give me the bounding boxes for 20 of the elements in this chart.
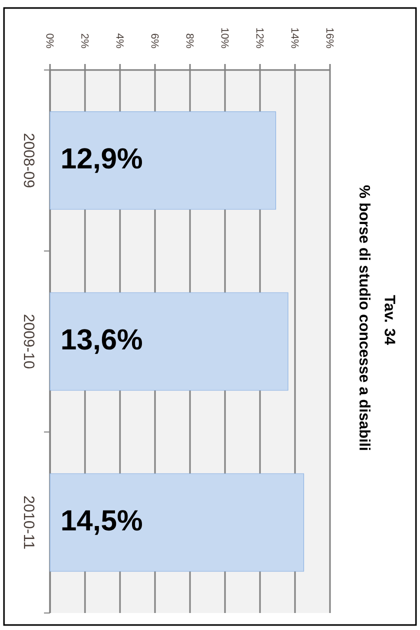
x-tick-label: 8%: [186, 34, 194, 48]
bar: [50, 111, 276, 210]
x-tick-label: 6%: [151, 34, 159, 48]
x-tick-label: 0%: [46, 34, 54, 48]
bar: [50, 473, 304, 572]
data-label: 12,9%: [62, 148, 142, 173]
x-tick-label: 10%: [221, 28, 229, 48]
x-tick-label: 4%: [116, 34, 124, 48]
x-tick-label: 12%: [256, 28, 264, 48]
bar: [50, 292, 288, 391]
text: % borse di studio concesse a disabili: [359, 185, 370, 450]
x-tick-label: 16%: [326, 28, 334, 48]
x-tick-label: 2%: [81, 34, 89, 48]
x-tick-label: 14%: [291, 28, 299, 48]
data-label: 13,6%: [62, 329, 142, 354]
y-tick-label: 2010-11: [24, 496, 34, 549]
y-tick-label: 2009-10: [24, 314, 34, 368]
y-tick-label: 2008-09: [24, 134, 34, 188]
data-label: 14,5%: [62, 510, 142, 535]
text: Tav. 34: [384, 295, 396, 345]
